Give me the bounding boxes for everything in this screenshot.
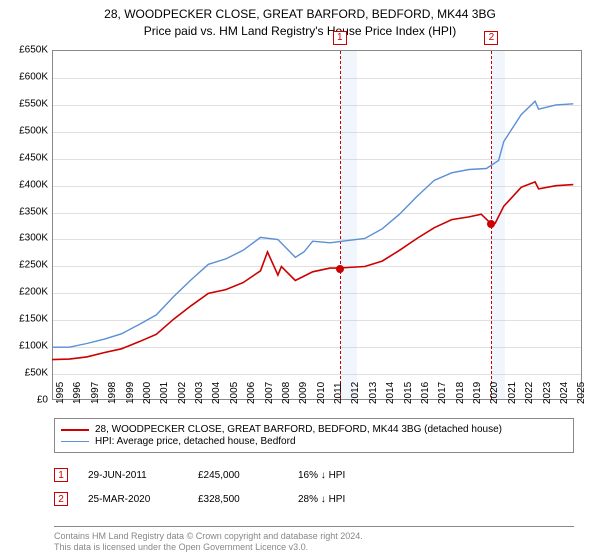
- y-axis-label: £500K: [19, 125, 48, 136]
- legend-box: 28, WOODPECKER CLOSE, GREAT BARFORD, BED…: [54, 418, 574, 453]
- x-axis-label: 2018: [455, 382, 466, 404]
- sale-delta-2: 28% ↓ HPI: [298, 494, 345, 505]
- sale-marker-1: 1: [54, 468, 68, 482]
- x-axis-label: 1995: [55, 382, 66, 404]
- x-axis-label: 2008: [281, 382, 292, 404]
- x-axis-label: 2015: [403, 382, 414, 404]
- disclaimer: Contains HM Land Registry data © Crown c…: [54, 526, 574, 554]
- sale-delta-1: 16% ↓ HPI: [298, 470, 345, 481]
- x-axis-label: 2010: [316, 382, 327, 404]
- x-axis-label: 2011: [333, 382, 344, 404]
- chart-lines: [52, 50, 582, 400]
- x-axis-label: 2001: [159, 382, 170, 404]
- title-line-2: Price paid vs. HM Land Registry's House …: [0, 23, 600, 40]
- legend-label: 28, WOODPECKER CLOSE, GREAT BARFORD, BED…: [95, 424, 502, 435]
- x-axis-label: 2023: [542, 382, 553, 404]
- x-axis-label: 2024: [559, 382, 570, 404]
- y-axis-label: £150K: [19, 314, 48, 325]
- x-axis-label: 1997: [90, 382, 101, 404]
- y-axis-label: £250K: [19, 260, 48, 271]
- sale-marker-box: 2: [484, 31, 498, 45]
- y-axis-label: £0: [37, 395, 48, 406]
- chart-container: 28, WOODPECKER CLOSE, GREAT BARFORD, BED…: [0, 0, 600, 560]
- x-axis-label: 2003: [194, 382, 205, 404]
- sale-price-2: £328,500: [198, 494, 278, 505]
- y-axis-label: £200K: [19, 287, 48, 298]
- x-axis-label: 1999: [125, 382, 136, 404]
- chart-area: 12 £0£50K£100K£150K£200K£250K£300K£350K£…: [52, 50, 582, 400]
- x-axis-label: 2000: [142, 382, 153, 404]
- sale-date-2: 25-MAR-2020: [88, 494, 178, 505]
- x-axis-label: 2020: [489, 382, 500, 404]
- legend-label: HPI: Average price, detached house, Bedf…: [95, 436, 296, 447]
- disclaimer-line-2: This data is licensed under the Open Gov…: [54, 542, 574, 554]
- sale-date-1: 29-JUN-2011: [88, 470, 178, 481]
- chart-title: 28, WOODPECKER CLOSE, GREAT BARFORD, BED…: [0, 0, 600, 40]
- y-axis-label: £550K: [19, 98, 48, 109]
- y-axis-label: £100K: [19, 341, 48, 352]
- x-axis-label: 2009: [298, 382, 309, 404]
- x-axis-label: 2022: [524, 382, 535, 404]
- sale-price-1: £245,000: [198, 470, 278, 481]
- legend-swatch: [61, 429, 89, 431]
- x-axis-label: 2006: [246, 382, 257, 404]
- y-axis-label: £650K: [19, 45, 48, 56]
- series-price_paid: [52, 182, 573, 360]
- y-axis-label: £600K: [19, 71, 48, 82]
- y-axis-label: £350K: [19, 206, 48, 217]
- x-axis-label: 2016: [420, 382, 431, 404]
- x-axis-label: 2005: [229, 382, 240, 404]
- sale-row-2: 2 25-MAR-2020 £328,500 28% ↓ HPI: [54, 492, 345, 506]
- legend-swatch: [61, 441, 89, 442]
- disclaimer-line-1: Contains HM Land Registry data © Crown c…: [54, 531, 574, 543]
- x-axis-label: 2025: [576, 382, 587, 404]
- sale-row-1: 1 29-JUN-2011 £245,000 16% ↓ HPI: [54, 468, 345, 482]
- x-axis-label: 2013: [368, 382, 379, 404]
- legend-item: 28, WOODPECKER CLOSE, GREAT BARFORD, BED…: [61, 424, 567, 435]
- x-axis-label: 2014: [385, 382, 396, 404]
- x-axis-label: 2017: [437, 382, 448, 404]
- x-axis-label: 2012: [350, 382, 361, 404]
- sale-marker-box: 1: [333, 31, 347, 45]
- x-axis-label: 2007: [264, 382, 275, 404]
- y-axis-label: £400K: [19, 179, 48, 190]
- sale-marker-2: 2: [54, 492, 68, 506]
- x-axis-label: 2004: [211, 382, 222, 404]
- x-axis-label: 1996: [72, 382, 83, 404]
- y-axis-label: £450K: [19, 152, 48, 163]
- x-axis-label: 2021: [507, 382, 518, 404]
- legend-item: HPI: Average price, detached house, Bedf…: [61, 436, 567, 447]
- x-axis-label: 1998: [107, 382, 118, 404]
- y-axis-label: £50K: [25, 368, 48, 379]
- x-axis-label: 2019: [472, 382, 483, 404]
- title-line-1: 28, WOODPECKER CLOSE, GREAT BARFORD, BED…: [0, 6, 600, 23]
- x-axis-label: 2002: [177, 382, 188, 404]
- y-axis-label: £300K: [19, 233, 48, 244]
